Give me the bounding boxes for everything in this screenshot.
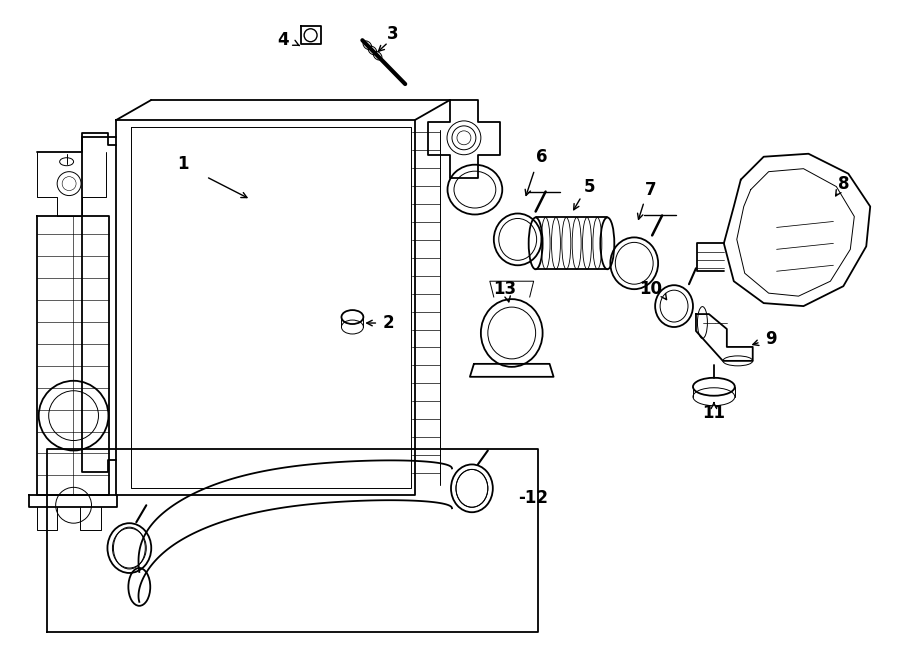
Text: 9: 9 xyxy=(765,330,777,348)
Text: 3: 3 xyxy=(386,25,398,43)
Text: 7: 7 xyxy=(645,180,657,198)
Text: 1: 1 xyxy=(177,155,189,173)
Text: 4: 4 xyxy=(277,31,289,49)
Text: 13: 13 xyxy=(493,280,517,298)
Text: 10: 10 xyxy=(640,280,662,298)
Text: 11: 11 xyxy=(702,404,725,422)
Text: 5: 5 xyxy=(584,178,595,196)
Text: 8: 8 xyxy=(838,175,849,192)
Text: -12: -12 xyxy=(518,489,548,507)
Text: 2: 2 xyxy=(382,314,394,332)
Text: 6: 6 xyxy=(536,147,547,166)
